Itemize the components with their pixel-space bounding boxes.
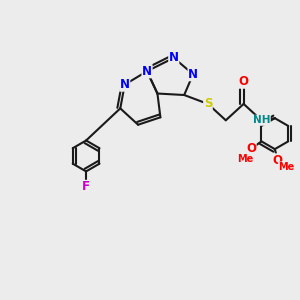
Text: S: S: [204, 98, 212, 110]
Text: O: O: [238, 75, 249, 88]
Text: N: N: [120, 78, 130, 91]
Text: F: F: [82, 180, 90, 194]
Text: O: O: [246, 142, 256, 155]
Text: NH: NH: [253, 115, 270, 125]
Text: N: N: [169, 51, 179, 64]
Text: N: N: [188, 68, 198, 81]
Text: Me: Me: [237, 154, 253, 164]
Text: N: N: [142, 65, 152, 78]
Text: Me: Me: [279, 162, 295, 172]
Text: O: O: [273, 154, 283, 167]
